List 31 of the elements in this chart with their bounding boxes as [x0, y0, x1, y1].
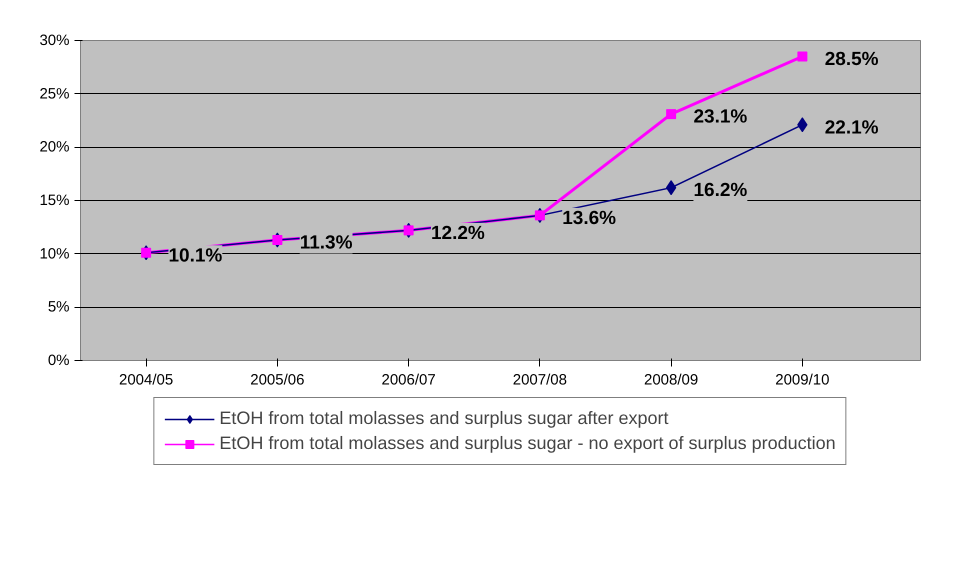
x-tick-label: 2004/05 — [119, 372, 174, 388]
data-label: 22.1% — [824, 117, 879, 138]
point — [666, 109, 676, 120]
y-tick-label: 5% — [48, 298, 70, 316]
point — [141, 248, 152, 258]
data-label: 16.2% — [693, 180, 748, 202]
x-tick-label: 2005/06 — [250, 372, 304, 388]
data-label: 12.2% — [430, 222, 485, 244]
x-tick-label: 2007/08 — [512, 372, 567, 388]
legend-label: EtOH from total molasses and surplus sugar - no export of surplus production — [219, 433, 836, 454]
point — [534, 210, 545, 220]
y-tick-label: 15% — [39, 192, 70, 209]
point — [666, 180, 676, 196]
data-label: 28.5% — [824, 49, 879, 70]
data-label: 13.6% — [562, 208, 616, 229]
data-label: 23.1% — [693, 106, 748, 128]
x-tick-label: 2006/07 — [382, 372, 436, 388]
point — [404, 225, 414, 236]
x-tick-label: 2008/09 — [644, 372, 698, 388]
y-tick-label: 20% — [39, 138, 70, 156]
point — [797, 117, 808, 132]
y-tick-label: 25% — [39, 85, 70, 102]
y-tick-label: 30% — [39, 32, 70, 49]
point — [272, 234, 282, 245]
x-tick-label: 2009/10 — [775, 372, 830, 388]
point — [797, 52, 808, 62]
y-tick-label: 0% — [48, 352, 70, 369]
data-label: 11.3% — [300, 232, 353, 254]
data-label: 10.1% — [168, 245, 222, 266]
legend-label: EtOH from total molasses and surplus sugar after export — [219, 408, 669, 429]
y-tick-label: 10% — [39, 245, 70, 262]
